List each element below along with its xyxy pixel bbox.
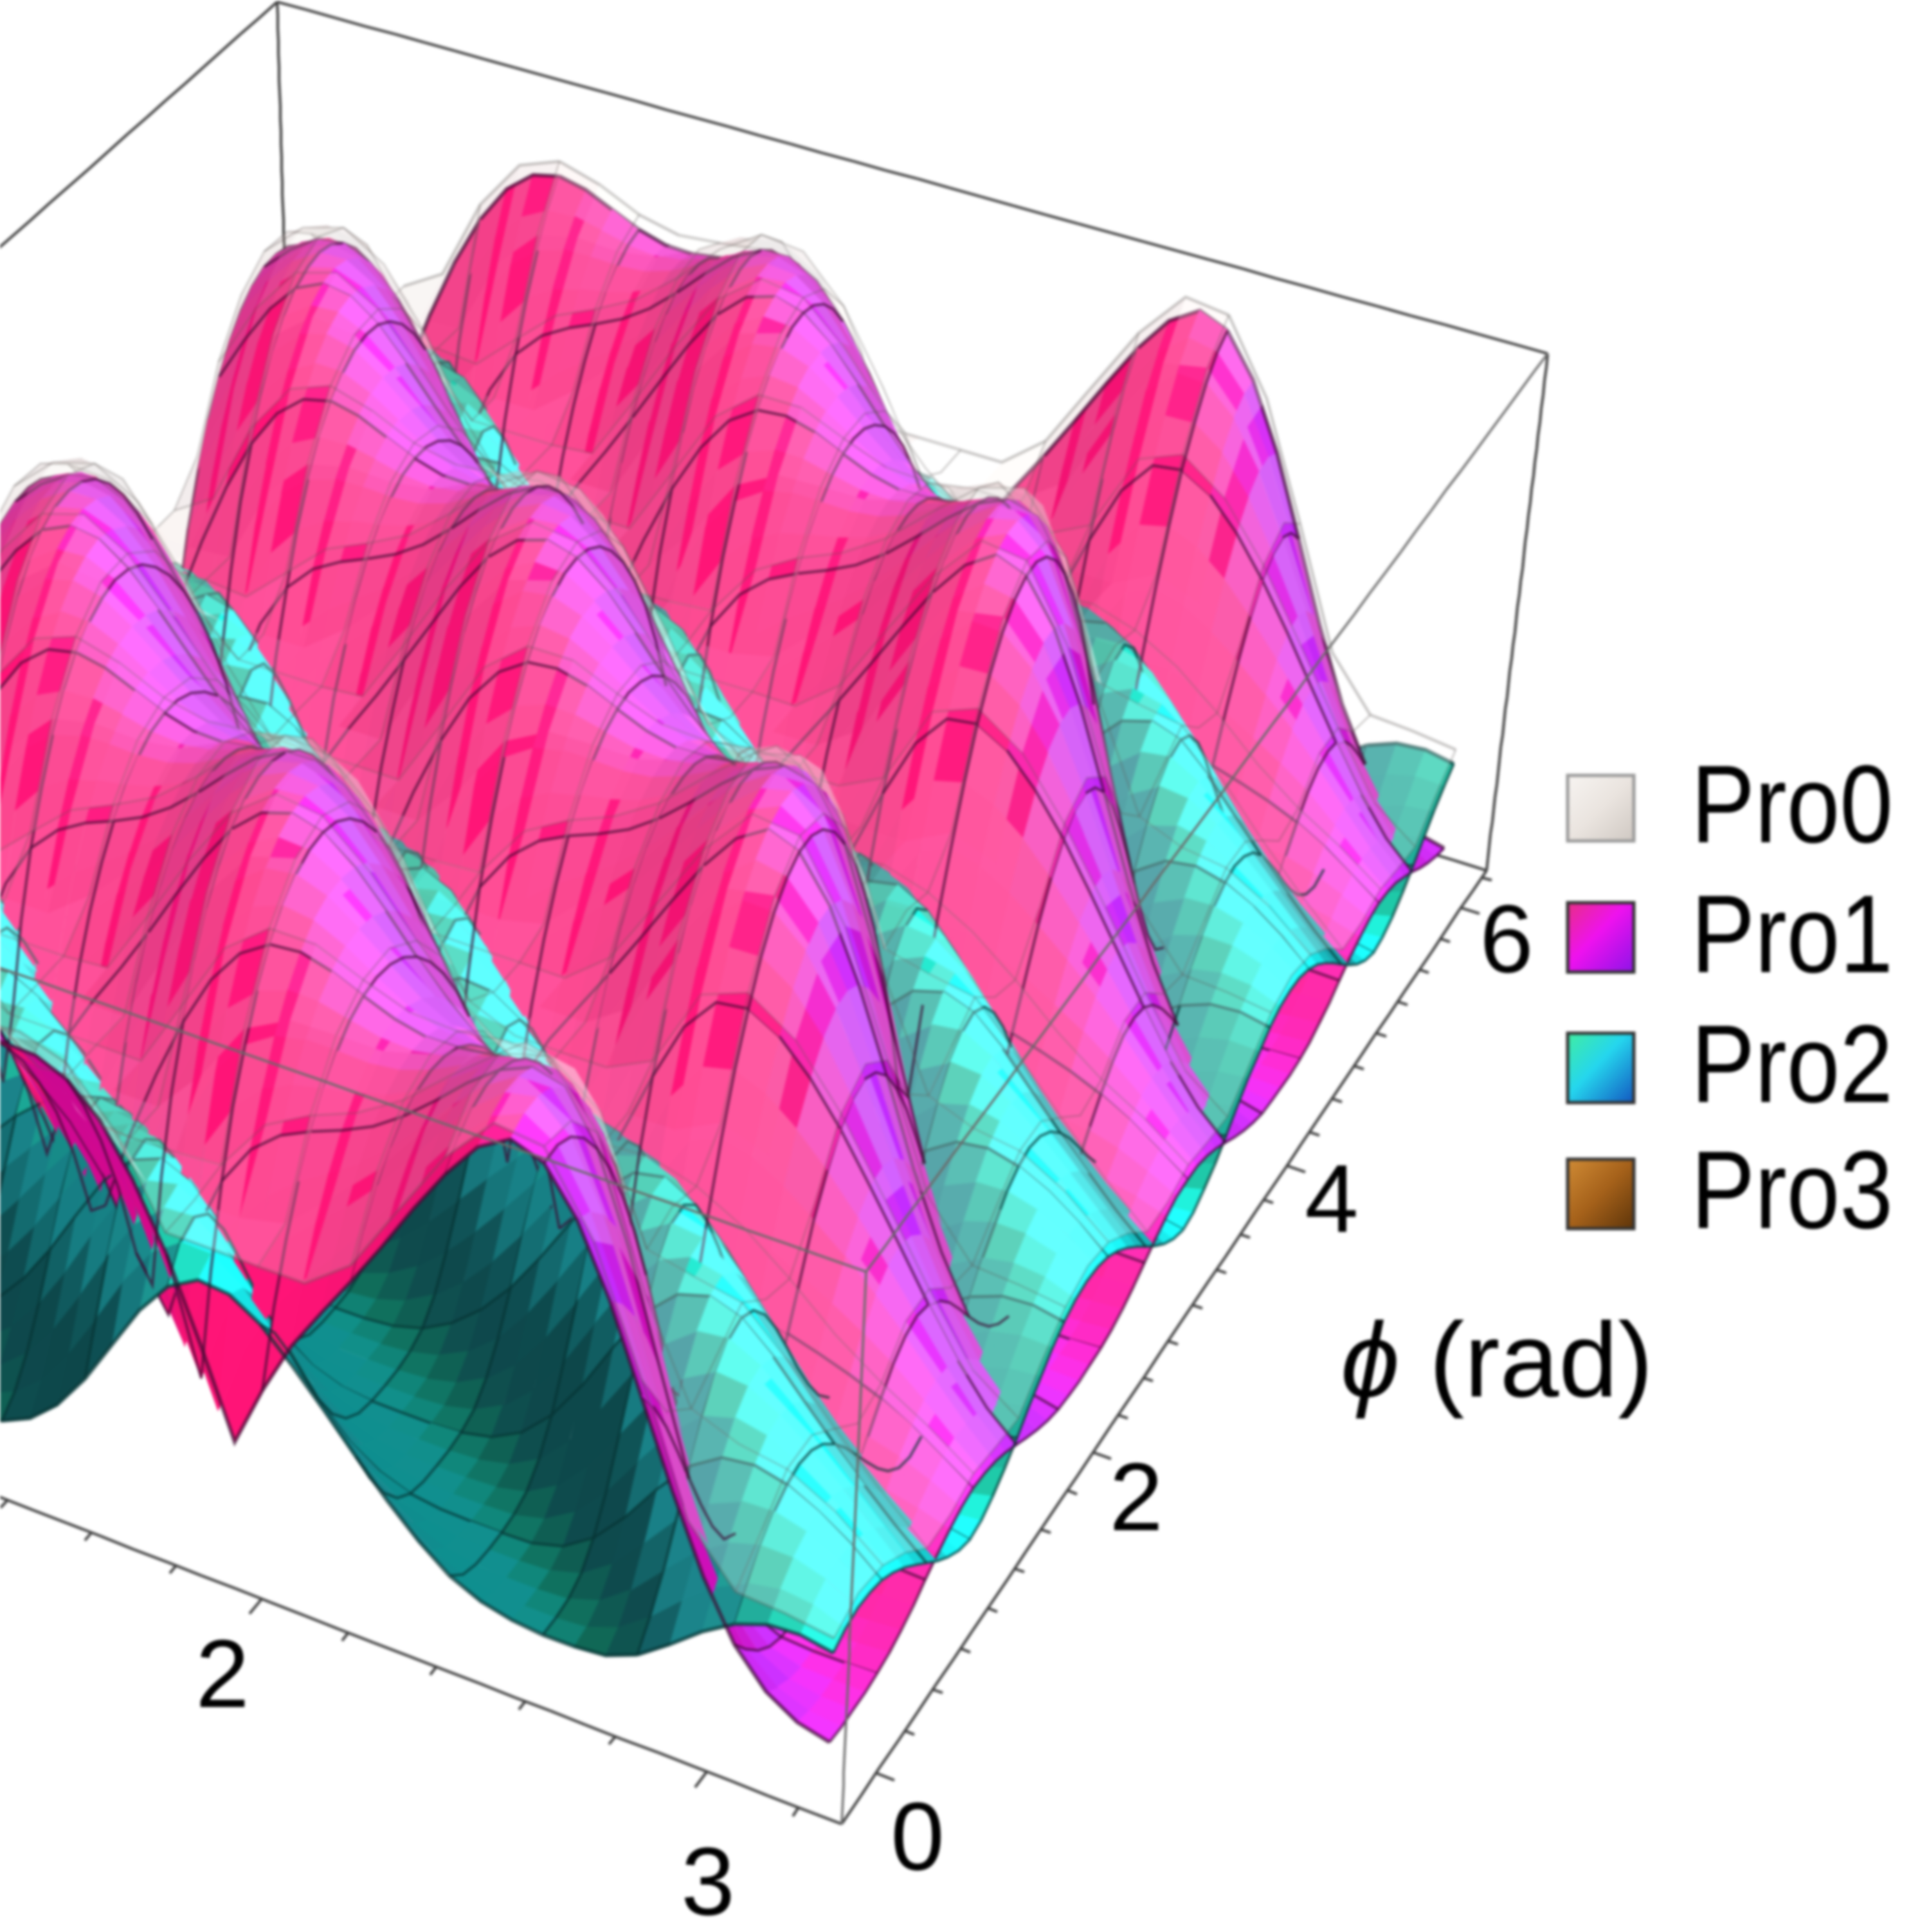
- svg-text:6: 6: [1480, 885, 1533, 993]
- svg-text:Pro1: Pro1: [1691, 872, 1893, 996]
- svg-text:Pro0: Pro0: [1691, 743, 1893, 866]
- svg-text:2: 2: [195, 1620, 249, 1728]
- svg-text:Pro2: Pro2: [1691, 1002, 1893, 1126]
- svg-text:ϕ (rad): ϕ (rad): [1341, 1301, 1653, 1419]
- svg-text:Pro3: Pro3: [1691, 1128, 1893, 1252]
- svg-text:3: 3: [681, 1827, 734, 1929]
- svg-text:0: 0: [891, 1782, 944, 1890]
- svg-text:2: 2: [1109, 1443, 1163, 1551]
- svg-text:4: 4: [1305, 1144, 1358, 1252]
